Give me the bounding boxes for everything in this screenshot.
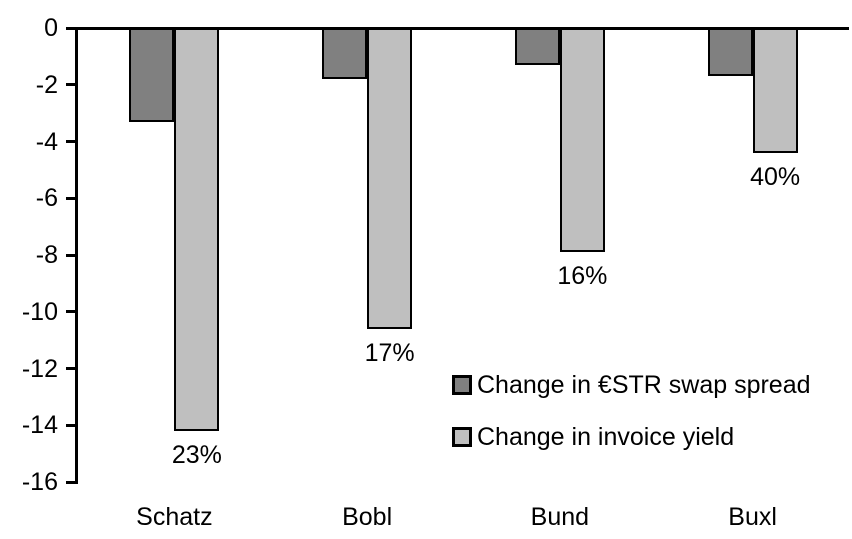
legend-label-invoice-yield: Change in invoice yield [477, 422, 735, 451]
bar-buxl-invoice-yield [752, 28, 798, 153]
y-tick-label: -16 [21, 468, 58, 496]
y-tick-mark [66, 367, 78, 370]
bar-value-label: 23% [171, 440, 222, 469]
y-tick-label: -2 [35, 70, 58, 99]
legend: Change in €STR swap spread Change in inv… [452, 371, 811, 475]
y-tick-mark [66, 253, 78, 257]
bar-bobl-swap-spread [322, 28, 368, 80]
y-tick-label: -12 [21, 354, 58, 383]
legend-swatch-invoice-yield-icon [452, 427, 472, 447]
category-label-bund: Bund [530, 503, 590, 531]
y-tick-mark [66, 480, 78, 484]
legend-swatch-swap-spread-icon [452, 375, 472, 395]
bar-bobl-invoice-yield [367, 28, 413, 329]
bar-value-label: 40% [750, 162, 801, 191]
y-tick-label: -4 [35, 127, 58, 156]
bar-schatz-invoice-yield [174, 28, 220, 431]
y-axis-line [75, 26, 78, 484]
legend-item-swap-spread: Change in €STR swap spread [452, 371, 811, 399]
bar-schatz-swap-spread [129, 28, 175, 122]
y-tick-mark [66, 83, 78, 87]
category-label-buxl: Buxl [728, 503, 777, 531]
y-tick-mark [66, 140, 78, 143]
bar-value-label: 16% [557, 262, 608, 291]
bar-buxl-swap-spread [707, 28, 753, 77]
y-tick-label: 0 [44, 14, 58, 42]
y-tick-label: -6 [35, 184, 58, 213]
y-tick-label: -8 [35, 241, 58, 269]
legend-item-invoice-yield: Change in invoice yield [452, 423, 811, 451]
category-label-schatz: Schatz [136, 503, 213, 531]
y-tick-mark [66, 423, 78, 427]
y-tick-label: -10 [21, 297, 58, 326]
y-tick-mark [66, 196, 78, 200]
y-tick-label: -14 [21, 411, 58, 440]
bar-bund-invoice-yield [559, 28, 605, 253]
legend-label-swap-spread: Change in €STR swap spread [477, 370, 811, 399]
category-label-bobl: Bobl [342, 503, 393, 531]
bar-value-label: 17% [364, 338, 415, 367]
bar-bund-swap-spread [514, 28, 560, 65]
y-tick-mark [66, 310, 78, 314]
x-axis-zero-line [66, 26, 849, 30]
